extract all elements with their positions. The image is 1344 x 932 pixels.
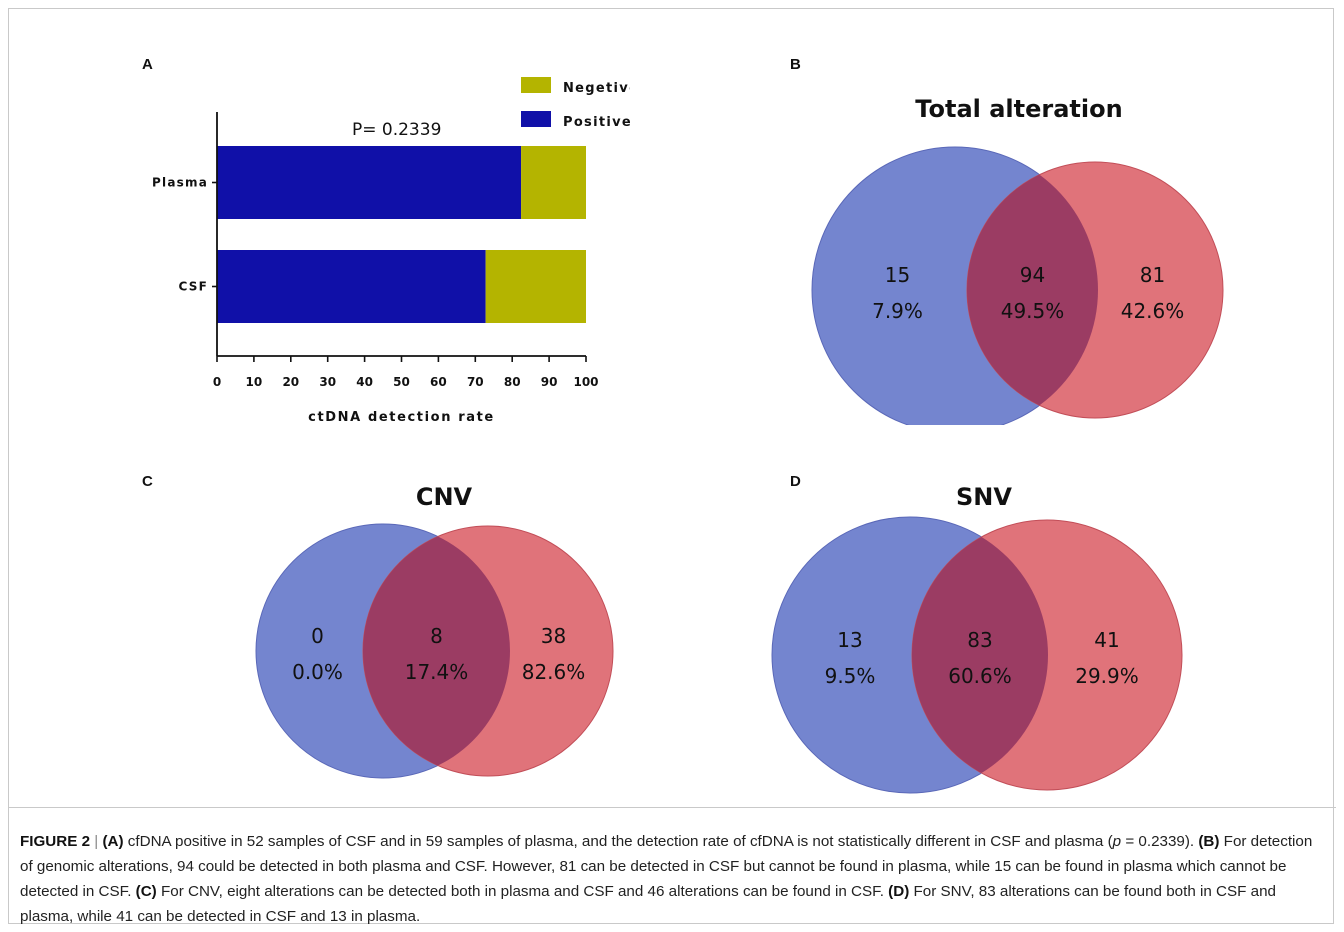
x-tick-label: 60	[430, 375, 447, 389]
panel-label-c: C	[142, 473, 153, 490]
y-tick-label-plasma: Plasma	[152, 176, 208, 190]
venn-title: CNV	[416, 485, 473, 511]
venn-overlap-percent: 49.5%	[1001, 299, 1065, 323]
venn-right-count: 41	[1094, 628, 1119, 652]
x-tick-label: 10	[246, 375, 263, 389]
venn-left-percent: 9.5%	[825, 664, 876, 688]
venn-diagram-cnv: CNV 0 0.0% 8 17.4% 38 82.6%	[255, 485, 614, 779]
caption-separator: |	[94, 833, 99, 850]
caption-p-symbol: p	[1112, 833, 1122, 850]
venn-overlap-region	[363, 526, 510, 776]
venn-overlap-region	[912, 520, 1048, 790]
caption-label-b: (B)	[1198, 833, 1220, 850]
venn-left-count: 15	[885, 263, 910, 287]
x-tick-label: 30	[319, 375, 336, 389]
bar-positive-plasma	[217, 146, 522, 219]
bar-chart-a: Plasma CSF 0 10 20 30 40 50 60 70 80 90 100 ctDNA det…	[152, 77, 630, 425]
caption-label-d: (D)	[888, 883, 910, 900]
venn-right-count: 81	[1140, 263, 1165, 287]
caption-label-c: (C)	[135, 883, 157, 900]
x-tick-label: 80	[504, 375, 521, 389]
bar-negative-csf	[485, 250, 586, 323]
bar-negative-plasma	[521, 146, 586, 219]
panel-label-d: D	[790, 473, 801, 490]
x-tick-label: 90	[541, 375, 558, 389]
venn-title: SNV	[956, 485, 1012, 511]
venn-left-count: 0	[311, 624, 324, 648]
venn-overlap-percent: 60.6%	[948, 664, 1012, 688]
caption-text-d: For SNV, 83 alterations can be found bot…	[20, 883, 1276, 925]
venn-diagram-total: Total alteration 15 7.9% 94 49.5% 81 42.6%	[811, 95, 1224, 425]
venn-right-percent: 42.6%	[1121, 299, 1185, 323]
panel-label-a: A	[142, 56, 153, 73]
x-tick-label: 20	[282, 375, 299, 389]
venn-overlap-count: 8	[430, 624, 443, 648]
venn-overlap-count: 94	[1020, 263, 1045, 287]
x-tick-label: 50	[393, 375, 410, 389]
legend-label-positive: Positive	[563, 115, 630, 130]
caption-divider	[8, 807, 1336, 808]
x-tick-label: 100	[573, 375, 598, 389]
x-axis-title: ctDNA detection rate	[308, 410, 495, 425]
venn-right-percent: 82.6%	[522, 660, 586, 684]
caption-text-b: For detection of genomic alterations, 94…	[20, 833, 1313, 900]
venn-overlap-count: 83	[967, 628, 992, 652]
legend-swatch-positive	[521, 111, 551, 127]
panel-label-b: B	[790, 56, 801, 73]
venn-right-percent: 29.9%	[1075, 664, 1139, 688]
venn-right-count: 38	[541, 624, 566, 648]
venn-title: Total alteration	[915, 95, 1122, 123]
y-tick-label-csf: CSF	[179, 280, 208, 294]
bar-positive-csf	[217, 250, 486, 323]
caption-label-a: (A)	[102, 833, 124, 850]
venn-overlap-region	[967, 162, 1098, 418]
p-value-annotation: P= 0.2339	[352, 120, 441, 140]
caption-text-c: For CNV, eight alterations can be detect…	[156, 883, 889, 900]
caption-p-value: = 0.2339).	[1121, 833, 1199, 850]
caption-figure-label: FIGURE 2	[20, 833, 91, 850]
venn-diagram-snv: SNV 13 9.5% 83 60.6% 41 29.9%	[771, 485, 1183, 794]
venn-left-percent: 7.9%	[872, 299, 923, 323]
venn-left-percent: 0.0%	[292, 660, 343, 684]
x-tick-label: 0	[213, 375, 221, 389]
venn-overlap-percent: 17.4%	[405, 660, 469, 684]
x-tick-label: 70	[467, 375, 484, 389]
figure-frame	[8, 8, 1334, 924]
x-tick-label: 40	[356, 375, 373, 389]
legend-swatch-negetive	[521, 77, 551, 93]
caption-text-a: cfDNA positive in 52 samples of CSF and …	[123, 833, 1113, 850]
venn-left-count: 13	[837, 628, 862, 652]
figure-caption: FIGURE 2 | (A) cfDNA positive in 52 samp…	[20, 829, 1326, 929]
legend-label-negetive: Negetive	[563, 81, 630, 96]
